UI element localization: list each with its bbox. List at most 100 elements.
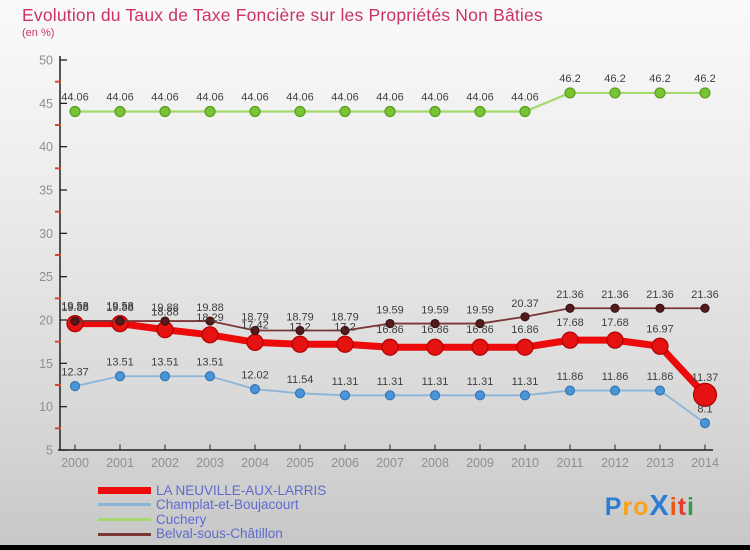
data-point xyxy=(250,325,260,336)
data-point xyxy=(610,303,620,313)
y-axis-tick-label: 25 xyxy=(39,270,53,284)
data-point xyxy=(115,316,125,326)
data-point xyxy=(520,312,530,322)
legend-item-champlat-et-boujacourt: Champlat-et-Boujacourt xyxy=(98,498,326,513)
data-point xyxy=(205,316,215,326)
data-point-label: 44.06 xyxy=(61,91,89,103)
data-point-label: 19.58 xyxy=(106,301,134,313)
data-point-label: 21.36 xyxy=(646,289,674,301)
data-point xyxy=(114,105,126,118)
y-axis-tick-label: 40 xyxy=(39,140,53,154)
data-point-label: 16.97 xyxy=(646,323,674,335)
data-point-label: 17.42 xyxy=(241,319,269,331)
data-point-label: 44.06 xyxy=(376,91,404,103)
data-point-label: 11.31 xyxy=(332,376,359,388)
logo-letter: X xyxy=(649,490,670,522)
data-point-label: 8.1 xyxy=(697,404,712,416)
data-point-label: 19.88 xyxy=(106,302,134,314)
data-point xyxy=(294,388,306,399)
data-point xyxy=(336,335,354,353)
chart-subtitle: (en %) xyxy=(22,27,55,39)
data-point-label: 17.68 xyxy=(556,317,584,329)
data-point xyxy=(474,105,486,118)
data-point-label: 20.37 xyxy=(511,298,539,310)
legend-item-la-neuville-aux-larris: LA NEUVILLE-AUX-LARRIS xyxy=(98,483,326,498)
y-axis-tick-label: 15 xyxy=(39,357,53,371)
proxiti-logo[interactable]: ProXiti xyxy=(605,490,695,523)
data-point-label: 44.06 xyxy=(106,91,134,103)
data-point-label: 11.31 xyxy=(377,376,404,388)
data-point xyxy=(516,338,534,356)
data-point-label: 44.06 xyxy=(511,91,539,103)
data-point xyxy=(384,390,396,401)
logo-letter: i xyxy=(669,493,678,521)
series-belval-sous-ch-tillon xyxy=(70,303,710,336)
legend-swatch-champlat-et-boujacourt xyxy=(98,503,151,507)
data-point xyxy=(426,338,444,356)
x-axis-tick-label: 2003 xyxy=(196,456,224,470)
legend-swatch-belval-sous-ch-tillon xyxy=(98,532,151,536)
data-point-label: 21.36 xyxy=(691,289,719,301)
data-point-label: 16.86 xyxy=(376,324,404,336)
data-point-label: 12.02 xyxy=(241,370,269,382)
data-point-label: 19.88 xyxy=(196,302,224,314)
chart-title: Evolution du Taux de Taxe Foncière sur l… xyxy=(22,5,543,25)
data-point-label: 16.86 xyxy=(421,324,449,336)
data-point-label: 18.29 xyxy=(196,312,224,324)
x-axis-tick-label: 2000 xyxy=(61,456,89,470)
x-axis-tick-label: 2010 xyxy=(511,456,539,470)
x-axis-tick-label: 2009 xyxy=(466,456,494,470)
data-point-label: 18.79 xyxy=(286,311,314,323)
data-point xyxy=(474,390,486,401)
data-point-label: 11.31 xyxy=(467,376,494,388)
x-axis-tick-label: 2006 xyxy=(331,456,359,470)
logo-letter: o xyxy=(633,493,650,521)
series-champlat-et-boujacourt xyxy=(69,371,711,429)
y-axis-tick-label: 10 xyxy=(39,400,53,414)
data-point xyxy=(204,371,216,382)
data-point-label: 44.06 xyxy=(241,91,269,103)
data-point xyxy=(429,105,441,118)
logo-letter: r xyxy=(622,493,634,521)
y-axis-tick-label: 50 xyxy=(39,54,53,68)
axes: 5 10 15 20 25 30 35 40 45 50 2000 2001 2002 2003 2004 2… xyxy=(39,54,719,471)
legend: LA NEUVILLE-AUX-LARRIS Champlat-et-Boujac… xyxy=(98,483,326,541)
data-point xyxy=(655,303,665,313)
logo-letter: P xyxy=(604,493,623,521)
data-point-label: 44.06 xyxy=(466,91,494,103)
legend-label: Belval-sous-Châtillon xyxy=(156,526,283,542)
data-point xyxy=(159,105,171,118)
data-point xyxy=(339,105,351,118)
data-point-label: 46.2 xyxy=(604,73,625,85)
data-point xyxy=(385,318,395,329)
x-axis-tick-label: 2012 xyxy=(601,456,629,470)
data-point xyxy=(699,87,711,99)
data-point-label: 13.51 xyxy=(106,357,134,369)
data-labels: 44.06 44.06 44.06 44.06 44.06 44.06 44.06 44.06… xyxy=(61,73,719,416)
data-point-label: 11.31 xyxy=(512,376,539,388)
data-point xyxy=(565,303,575,313)
data-point-label: 11.37 xyxy=(692,372,719,384)
legend-item-belval-sous-ch-tillon: Belval-sous-Châtillon xyxy=(98,527,326,542)
data-point-label: 44.06 xyxy=(151,91,179,103)
data-point xyxy=(70,316,80,326)
x-axis-tick-label: 2013 xyxy=(646,456,674,470)
data-point xyxy=(246,333,264,351)
data-point-label: 17.2 xyxy=(334,321,355,333)
x-axis-tick-label: 2007 xyxy=(376,456,404,470)
data-point-label: 19.59 xyxy=(466,305,494,317)
y-axis-tick-label: 35 xyxy=(39,184,53,198)
x-axis-tick-label: 2014 xyxy=(691,456,719,470)
data-point xyxy=(699,418,711,429)
legend-item-cuchery: Cuchery xyxy=(98,512,326,527)
data-point xyxy=(561,331,579,349)
x-axis-tick-label: 2005 xyxy=(286,456,314,470)
data-point-label: 17.2 xyxy=(289,321,310,333)
data-point xyxy=(564,385,576,396)
data-point xyxy=(381,338,399,356)
data-point xyxy=(606,331,624,349)
data-point-label: 16.86 xyxy=(466,324,494,336)
legend-swatch-cuchery xyxy=(98,517,151,521)
data-point-label: 18.79 xyxy=(331,311,359,323)
